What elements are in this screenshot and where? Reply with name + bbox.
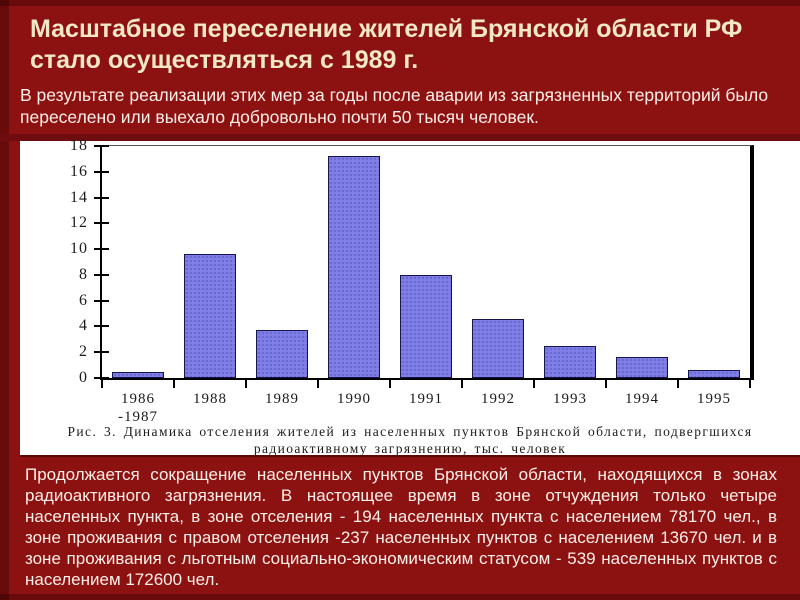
- y-tick-label: 16: [70, 162, 88, 180]
- y-axis-tick: [94, 351, 109, 354]
- x-tick-label: 1994: [625, 391, 659, 407]
- bar: [400, 274, 452, 378]
- bar: [544, 345, 596, 378]
- x-axis-tick: [749, 380, 751, 388]
- chart-caption: Рис. 3. Динамика отселения жителей из на…: [67, 424, 753, 456]
- y-tick-label: 0: [79, 369, 88, 386]
- y-tick-label: 6: [79, 291, 88, 309]
- y-tick-label: 8: [79, 265, 88, 283]
- x-tick-label: 1992: [481, 391, 515, 407]
- y-axis-tick: [94, 145, 109, 147]
- bar: [616, 357, 668, 378]
- y-tick-label: 2: [79, 343, 88, 361]
- y-axis-tick: [94, 196, 109, 199]
- bar-slot: [534, 146, 606, 378]
- x-axis-tick: [244, 380, 247, 388]
- x-axis-tick: [388, 380, 391, 388]
- y-tick-label: 18: [70, 137, 88, 154]
- x-tick-label: 1991: [409, 391, 443, 407]
- slide-title: Масштабное переселение жителей Брянской …: [30, 15, 743, 74]
- x-tick-label: 1990: [337, 391, 371, 407]
- bar-slot: [606, 146, 678, 378]
- x-axis-tick: [676, 380, 679, 388]
- x-axis-tick: [101, 380, 103, 388]
- bar-slot: [246, 146, 318, 378]
- y-tick-label: 4: [79, 317, 88, 335]
- bar-slot: [462, 146, 534, 378]
- x-tick-label: 1989: [265, 391, 299, 407]
- bar-slot: [174, 146, 246, 378]
- x-tick-label: 1995: [697, 391, 731, 407]
- bar-slot: [390, 146, 462, 378]
- x-tick-label: 1988: [193, 391, 227, 407]
- bar: [112, 371, 164, 378]
- intro-paragraph: В результате реализации этих мер за годы…: [20, 85, 769, 127]
- y-axis-tick: [94, 170, 109, 173]
- y-axis-tick: [94, 273, 109, 276]
- y-axis-tick: [94, 222, 109, 225]
- bar-chart-plot: 0 2 4 6 8 10 12 14 16 18 1986 -1987 1988 1989 1990 199…: [70, 137, 754, 425]
- x-axis-tick: [532, 380, 535, 388]
- bar: [472, 318, 524, 378]
- y-axis-tick: [94, 248, 109, 251]
- edge-shade-bottom: [0, 594, 800, 600]
- y-tick-label: 10: [70, 240, 88, 258]
- y-axis-tick: [94, 325, 109, 328]
- chart-panel: 0 2 4 6 8 10 12 14 16 18 1986 -1987 1988 1989 1990 199…: [20, 137, 800, 457]
- bar: [184, 254, 236, 378]
- x-axis-tick: [605, 380, 607, 388]
- bar: [328, 156, 380, 378]
- bar-slot: [318, 146, 390, 378]
- bar-slot: [102, 146, 174, 378]
- x-tick-label: 1993: [553, 391, 587, 407]
- footer-paragraph: Продолжается сокращение населенных пункт…: [25, 465, 777, 590]
- x-axis-tick: [316, 380, 319, 388]
- x-tick-label: 1986 -1987: [118, 391, 158, 425]
- y-tick-label: 14: [70, 188, 88, 206]
- bar: [256, 330, 308, 378]
- y-axis-tick: [94, 299, 109, 302]
- bar: [688, 370, 740, 378]
- x-axis-tick: [172, 380, 175, 388]
- x-labels-row: 1986 -1987 1988 1989 1990 1991 1992 1993 1994 19…: [102, 390, 750, 426]
- x-axis-tick: [461, 380, 463, 388]
- edge-shade-left: [0, 0, 9, 600]
- bar-slot: [678, 146, 750, 378]
- bars-container: [102, 146, 750, 378]
- y-tick-label: 12: [70, 214, 88, 232]
- y-axis-tick: [94, 377, 109, 379]
- separator-bar: [0, 134, 800, 141]
- edge-shade-top: [0, 0, 800, 6]
